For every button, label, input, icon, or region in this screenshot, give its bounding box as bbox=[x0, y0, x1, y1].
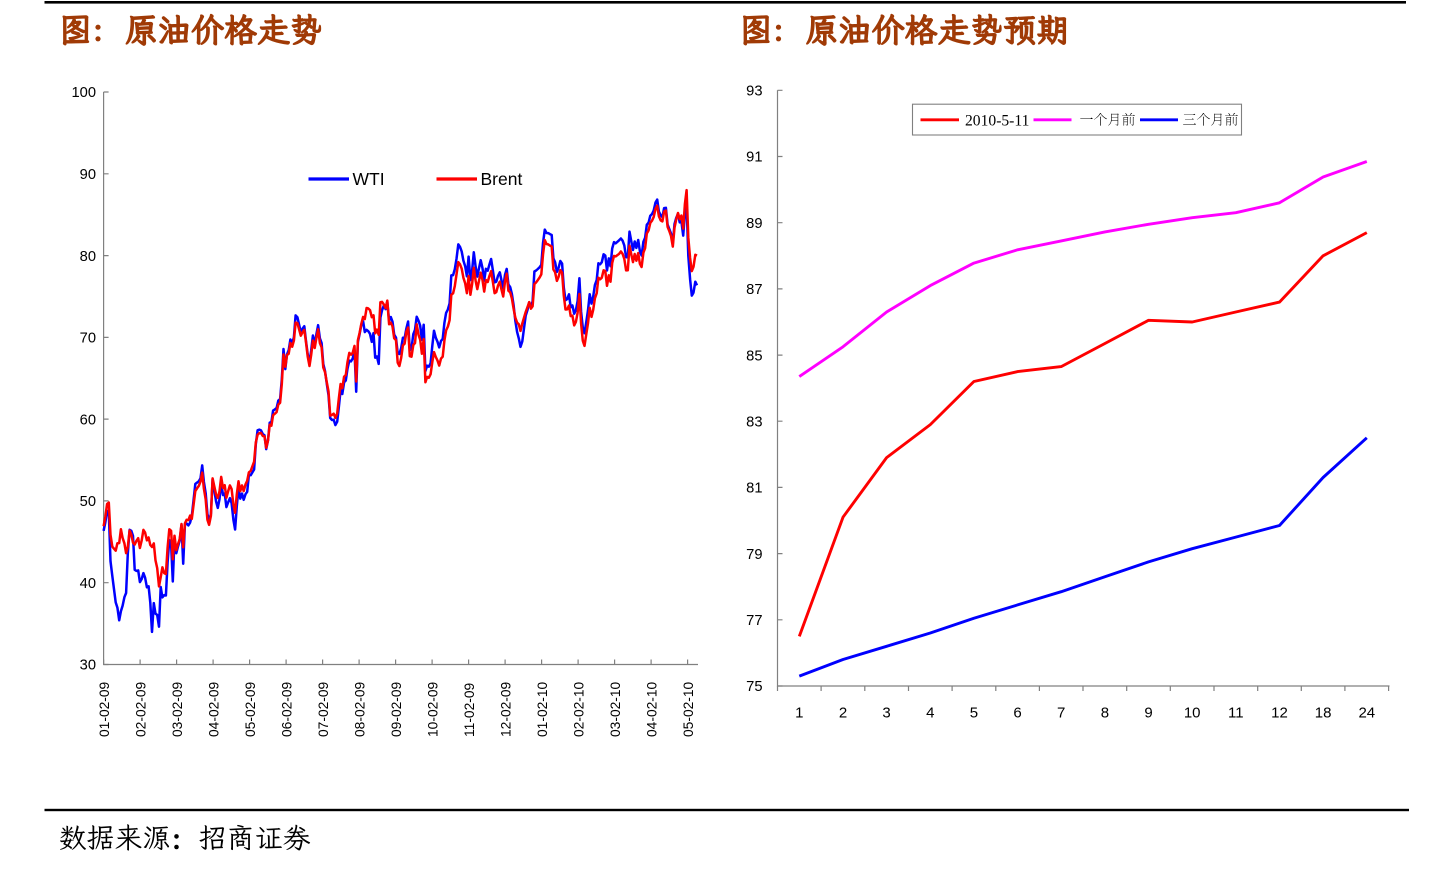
svg-text:10-02-09: 10-02-09 bbox=[425, 681, 440, 737]
svg-text:9: 9 bbox=[1144, 705, 1152, 722]
svg-text:60: 60 bbox=[80, 412, 96, 428]
svg-text:79: 79 bbox=[746, 547, 762, 563]
svg-text:4: 4 bbox=[926, 705, 934, 722]
svg-text:04-02-10: 04-02-10 bbox=[644, 681, 659, 737]
svg-text:30: 30 bbox=[80, 658, 96, 674]
svg-text:07-02-09: 07-02-09 bbox=[316, 681, 331, 737]
svg-text:91: 91 bbox=[746, 150, 762, 166]
svg-text:08-02-09: 08-02-09 bbox=[352, 681, 367, 737]
svg-text:11-02-09: 11-02-09 bbox=[462, 682, 477, 737]
svg-text:80: 80 bbox=[80, 249, 96, 265]
svg-text:03-02-09: 03-02-09 bbox=[170, 681, 185, 737]
svg-text:3: 3 bbox=[882, 705, 890, 722]
svg-text:1: 1 bbox=[795, 705, 803, 722]
svg-text:11: 11 bbox=[1228, 705, 1244, 722]
svg-text:81: 81 bbox=[746, 481, 762, 497]
svg-text:02-02-09: 02-02-09 bbox=[133, 681, 148, 737]
svg-text:77: 77 bbox=[746, 613, 762, 629]
svg-text:50: 50 bbox=[80, 494, 96, 510]
svg-text:90: 90 bbox=[80, 167, 96, 183]
svg-text:05-02-10: 05-02-10 bbox=[681, 681, 696, 737]
svg-text:02-02-10: 02-02-10 bbox=[571, 681, 586, 737]
svg-text:2: 2 bbox=[839, 705, 847, 722]
svg-text:18: 18 bbox=[1315, 705, 1332, 722]
svg-text:75: 75 bbox=[746, 679, 762, 695]
svg-text:06-02-09: 06-02-09 bbox=[279, 681, 294, 737]
svg-text:83: 83 bbox=[746, 414, 762, 430]
svg-text:70: 70 bbox=[80, 331, 96, 347]
svg-text:40: 40 bbox=[80, 576, 96, 592]
svg-text:89: 89 bbox=[746, 216, 762, 232]
svg-text:2010-5-11: 2010-5-11 bbox=[965, 112, 1029, 129]
svg-text:09-02-09: 09-02-09 bbox=[389, 681, 404, 737]
svg-text:87: 87 bbox=[746, 282, 762, 298]
svg-text:8: 8 bbox=[1101, 705, 1109, 722]
svg-text:12-02-09: 12-02-09 bbox=[498, 681, 513, 737]
svg-text:05-02-09: 05-02-09 bbox=[243, 681, 258, 737]
svg-text:100: 100 bbox=[71, 85, 96, 101]
svg-text:04-02-09: 04-02-09 bbox=[206, 681, 221, 737]
svg-text:6: 6 bbox=[1013, 705, 1021, 722]
svg-text:03-02-10: 03-02-10 bbox=[608, 681, 623, 737]
svg-text:24: 24 bbox=[1358, 705, 1375, 722]
svg-text:12: 12 bbox=[1271, 705, 1288, 722]
svg-text:01-02-09: 01-02-09 bbox=[97, 681, 112, 737]
svg-text:93: 93 bbox=[746, 84, 762, 100]
svg-text:01-02-10: 01-02-10 bbox=[535, 681, 550, 737]
svg-text:85: 85 bbox=[746, 348, 762, 364]
svg-text:10: 10 bbox=[1184, 705, 1201, 722]
svg-text:WTI: WTI bbox=[353, 169, 385, 189]
svg-text:Brent: Brent bbox=[481, 169, 523, 189]
svg-text:5: 5 bbox=[970, 705, 978, 722]
svg-text:7: 7 bbox=[1057, 705, 1065, 722]
